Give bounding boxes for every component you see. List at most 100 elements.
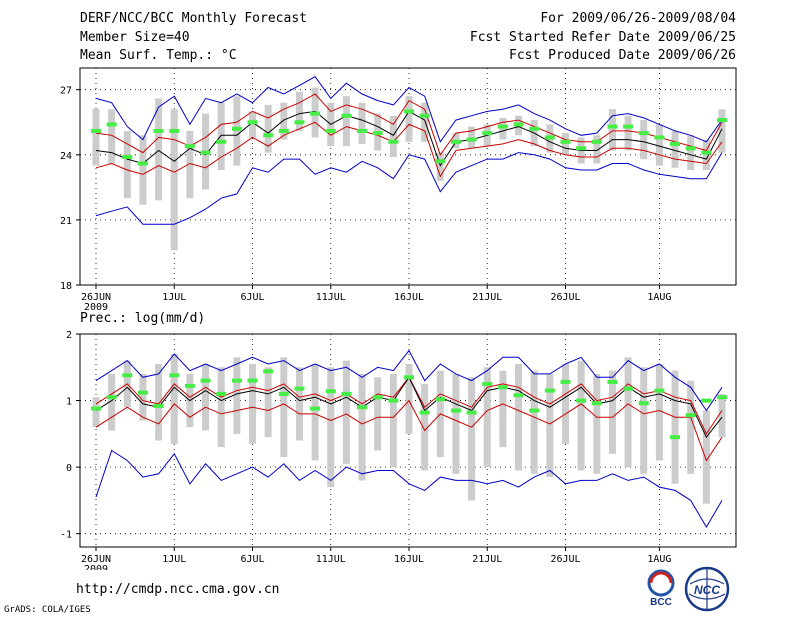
spread-bar [327,367,335,488]
spread-bar [233,96,241,166]
observed-marker [325,128,336,133]
observed-marker [497,124,508,129]
ncc-logo-text: NCC [694,583,720,597]
observed-marker [169,128,180,133]
bcc-logo: BCC [647,569,675,608]
observed-marker [278,391,289,396]
spread-bar [546,373,554,478]
spread-bar [108,373,116,431]
observed-marker [263,133,274,138]
observed-marker [701,398,712,403]
x-tick-label: 1AUG [647,554,671,565]
observed-marker [231,378,242,383]
observed-marker [357,128,368,133]
spread-bar [170,109,178,251]
y-tick-label: 2 [66,330,72,341]
precip-label: Prec.: log(mm/d) [80,311,206,326]
observed-marker [310,111,321,116]
observed-marker [529,408,540,413]
observed-marker [450,139,461,144]
spread-bar [671,370,679,484]
observed-marker [591,401,602,406]
observed-marker [216,391,227,396]
spread-bar [436,152,444,181]
observed-marker [544,388,555,393]
spread-bar [358,373,366,481]
observed-marker [388,139,399,144]
observed-marker [184,144,195,149]
observed-marker [576,398,587,403]
spread-bar [483,367,491,468]
observed-marker [263,369,274,374]
spread-bar [139,135,147,205]
x-tick-label: 21JUL [472,554,502,565]
series-line-upper [95,93,723,156]
spread-bar [421,102,429,142]
observed-marker [466,137,477,142]
observed-marker [200,378,211,383]
observed-marker [466,410,477,415]
observed-marker [717,395,727,400]
observed-marker [91,128,101,133]
plot-frame [79,67,737,286]
x-tick-label: 11JUL [316,292,346,303]
spread-bar [92,109,100,166]
observed-marker [607,379,618,384]
spread-bar [374,377,382,451]
spread-bar [515,363,523,471]
plot-frame [79,333,737,548]
observed-marker [341,113,352,118]
x-tick-label: 26JUL [550,292,580,303]
observed-marker [670,435,681,440]
produced-date: Fcst Produced Date 2009/06/26 [509,48,736,63]
spread-bar [624,357,632,468]
spread-bar [389,115,397,157]
spread-bar [452,373,460,474]
observed-marker [638,131,649,136]
observed-marker [654,135,665,140]
observed-marker [137,161,148,166]
observed-marker [106,122,117,127]
spread-bar [718,393,726,438]
observed-marker [341,391,352,396]
spread-bar [687,380,695,474]
y-tick-label: 24 [60,151,72,162]
spread-bar [499,370,507,448]
spread-bar [562,363,569,444]
x-tick-label: 6JUL [240,292,264,303]
spread-bar [155,363,163,441]
observed-marker [200,150,211,155]
observed-marker [294,386,305,391]
observed-marker [717,118,727,123]
x-tick-label: 1JUL [162,292,186,303]
spread-bar [280,102,288,140]
y-tick-label: -1 [60,530,72,541]
series-line-max [95,76,723,143]
spread-bar [655,363,663,461]
observed-marker [91,406,101,411]
observed-marker [404,109,414,114]
spread-bar [530,370,538,474]
x-tick-label: 16JUL [394,554,424,565]
source-url[interactable]: http://cmdp.ncc.cma.gov.cn [76,582,280,597]
start-date: Fcst Started Refer Date 2009/06/25 [469,30,736,45]
observed-marker [419,113,430,118]
observed-marker [419,410,430,415]
observed-marker [169,373,180,378]
observed-marker [560,379,571,384]
spread-bar [155,98,163,201]
spread-bar [593,373,601,474]
observed-marker [450,408,461,413]
spread-bar [421,383,429,471]
spread-bar [108,109,116,164]
observed-marker [184,383,195,388]
y-tick-label: 1 [66,397,72,408]
observed-marker [153,403,164,408]
bcc-logo-text: BCC [650,597,672,608]
observed-marker [607,124,618,129]
observed-marker [404,375,414,380]
spread-bar [233,357,241,434]
spread-bar [655,124,663,166]
observed-marker [560,139,571,144]
